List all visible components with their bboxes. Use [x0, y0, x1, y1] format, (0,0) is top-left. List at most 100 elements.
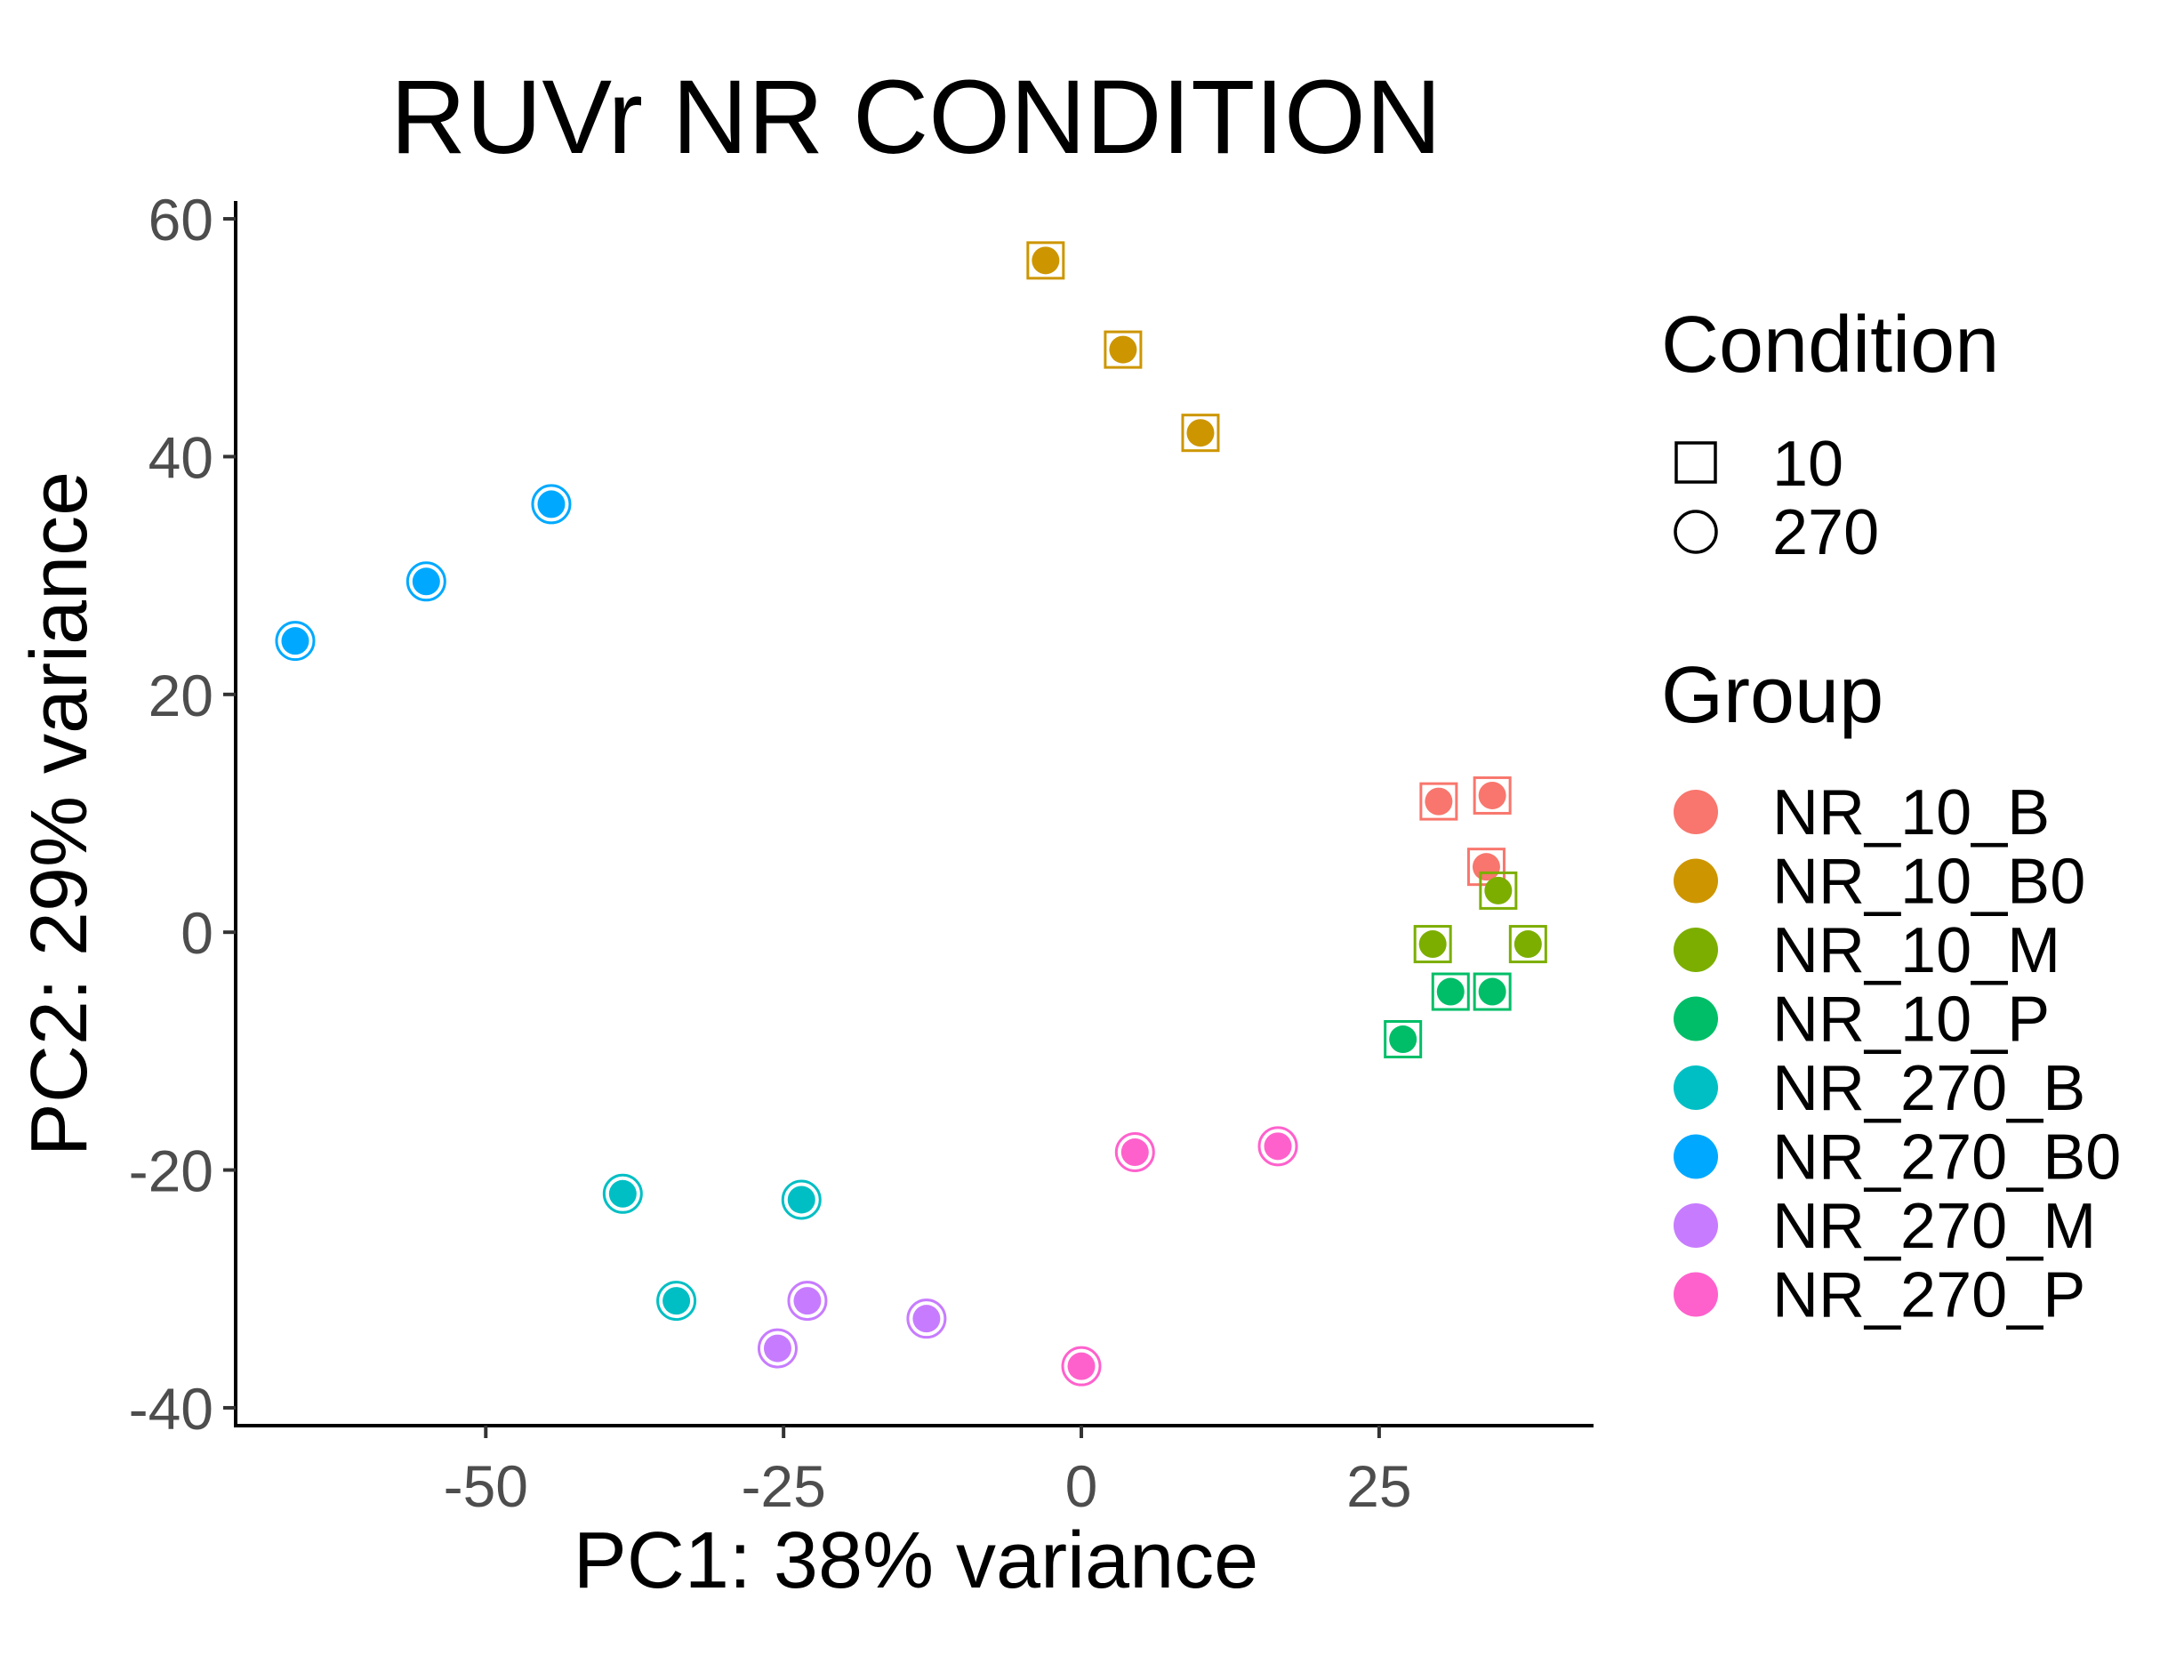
data-point [1473, 776, 1512, 815]
data-point [1181, 414, 1220, 453]
data-point [1384, 1020, 1423, 1059]
data-point [1114, 1132, 1155, 1173]
legend-circle-icon [1674, 510, 1718, 554]
data-point [1508, 925, 1547, 964]
y-tick-label: 60 [149, 187, 213, 253]
legend-item-group: NR_270_B0 [1674, 1122, 2121, 1194]
legend-label-270: 270 [1772, 497, 1879, 568]
group-dot-marker [281, 627, 309, 655]
legend-group-label: NR_270_B [1772, 1053, 2085, 1124]
group-dot-marker [1120, 1138, 1149, 1167]
condition-circle-marker [787, 1281, 828, 1322]
data-point [1413, 925, 1452, 964]
group-legend-items: NR_10_BNR_10_B0NR_10_MNR_10_PNR_270_BNR_… [1674, 777, 2121, 1331]
group-dot-marker [1478, 781, 1506, 809]
legend-item-group: NR_10_M [1674, 915, 2060, 986]
group-legend-title: Group [1661, 651, 1883, 740]
x-tick-label: -50 [444, 1453, 528, 1519]
legend-group-label: NR_10_P [1772, 985, 2050, 1056]
legend-item-270: 270 [1674, 497, 1879, 568]
legend-group-label: NR_270_B0 [1772, 1122, 2121, 1194]
group-dot-marker [1472, 853, 1500, 881]
condition-circle-marker [275, 621, 316, 662]
group-dot-marker [662, 1287, 691, 1315]
condition-circle-marker [656, 1281, 697, 1322]
legend-item-group: NR_270_P [1674, 1260, 2085, 1331]
group-dot-marker [1389, 1025, 1417, 1054]
group-dot-marker [608, 1179, 637, 1208]
legend-group-label: NR_10_B0 [1772, 847, 2085, 918]
legend-group-label: NR_270_P [1772, 1260, 2085, 1331]
data-point [656, 1281, 697, 1322]
data-point [1104, 330, 1143, 369]
condition-circle-marker [531, 484, 572, 525]
y-tick-label: 40 [149, 424, 213, 490]
condition-square-marker [1473, 776, 1512, 815]
legend-group-label: NR_10_B [1772, 777, 2050, 848]
group-dot-marker [1067, 1352, 1096, 1380]
legend-square-icon [1674, 441, 1717, 484]
y-tick-label: -20 [129, 1138, 213, 1204]
group-dot-marker [1478, 977, 1506, 1006]
group-dot-marker [537, 490, 566, 518]
chart-title: RUVr NR CONDITION [390, 59, 1441, 176]
data-point [531, 484, 572, 525]
group-dot-marker [763, 1334, 791, 1362]
group-dot-marker [787, 1186, 815, 1214]
legend-color-dot [1674, 858, 1718, 904]
data-point [1479, 871, 1518, 910]
legend-color-dot [1674, 928, 1718, 972]
group-dot-marker [1186, 419, 1215, 447]
legend-item-group: NR_10_P [1674, 985, 2050, 1056]
group-dot-marker [1032, 246, 1060, 275]
data-point [906, 1298, 947, 1339]
condition-square-marker [1026, 241, 1065, 280]
condition-square-marker [1479, 871, 1518, 910]
data-point [781, 1179, 822, 1220]
data-point [602, 1173, 643, 1214]
x-tick-label: 0 [1065, 1453, 1098, 1519]
condition-square-marker [1473, 972, 1512, 1011]
legend-item-group: NR_270_B [1674, 1053, 2085, 1124]
group-dot-marker [912, 1305, 941, 1333]
group-dot-marker [1514, 930, 1542, 959]
legend-item-10: 10 [1674, 429, 1843, 500]
data-point [1419, 782, 1458, 821]
condition-circle-marker [1257, 1126, 1298, 1167]
data-point [1026, 241, 1065, 280]
y-axis-title: PC2: 29% variance [15, 471, 104, 1156]
condition-square-marker [1413, 925, 1452, 964]
data-point [1431, 972, 1470, 1011]
condition-circle-marker [757, 1328, 798, 1369]
data-point [275, 621, 316, 662]
group-dot-marker [1436, 977, 1465, 1006]
group-dot-marker [412, 567, 440, 596]
legend-item-group: NR_10_B [1674, 777, 2050, 848]
group-dot-marker [1484, 876, 1513, 904]
data-point [1257, 1126, 1298, 1167]
data-point [1061, 1346, 1102, 1387]
data-point [405, 561, 446, 602]
condition-circle-marker [906, 1298, 947, 1339]
legend-color-dot [1674, 1065, 1718, 1110]
condition-square-marker [1431, 972, 1470, 1011]
data-points [275, 241, 1547, 1387]
legend-color-dot [1674, 1272, 1718, 1317]
legend-item-group: NR_270_M [1674, 1191, 2096, 1262]
condition-circle-marker [1061, 1346, 1102, 1387]
shape-legend: Condition 10 270 [1661, 301, 1999, 568]
legend-group-label: NR_10_M [1772, 915, 2060, 986]
condition-circle-marker [1114, 1132, 1155, 1173]
condition-circle-marker [602, 1173, 643, 1214]
condition-square-marker [1384, 1020, 1423, 1059]
condition-circle-marker [781, 1179, 822, 1220]
legend-color-dot [1674, 1203, 1718, 1248]
data-point [1473, 972, 1512, 1011]
condition-circle-marker [405, 561, 446, 602]
group-dot-marker [1264, 1132, 1292, 1161]
group-legend: Group NR_10_BNR_10_B0NR_10_MNR_10_PNR_27… [1661, 651, 2121, 1331]
legend-label-10: 10 [1772, 429, 1843, 500]
y-tick-label: -40 [129, 1376, 213, 1442]
group-dot-marker [793, 1287, 822, 1315]
